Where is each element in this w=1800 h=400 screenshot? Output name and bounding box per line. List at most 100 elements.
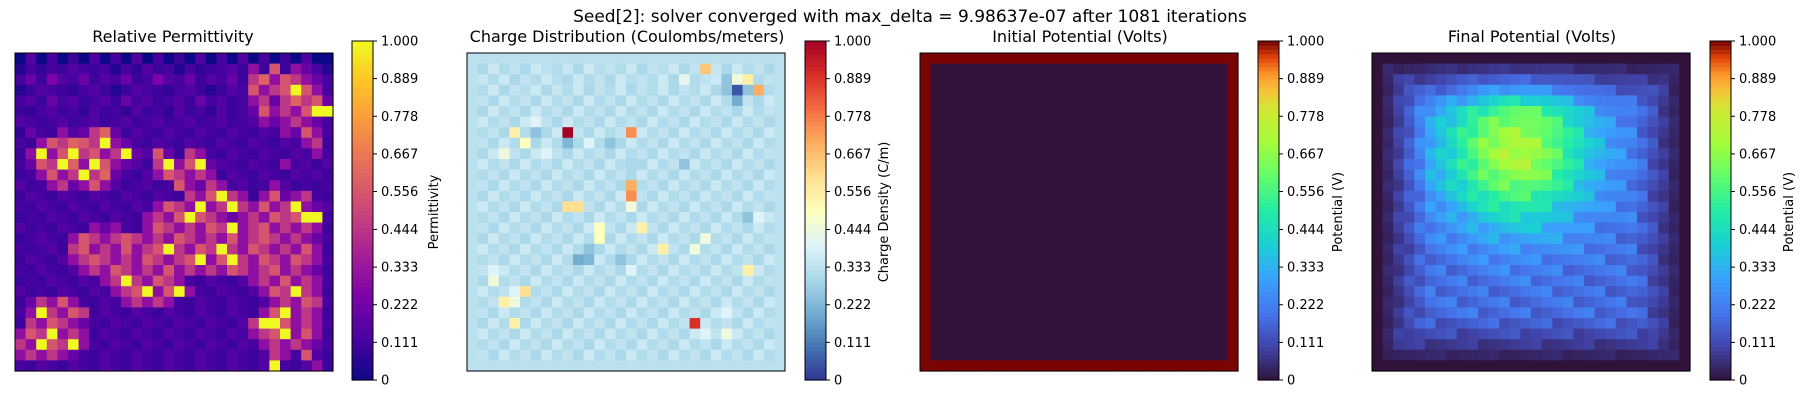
permittivity-cell xyxy=(46,127,58,139)
final-potential-cell xyxy=(1573,307,1585,319)
final-potential-cell xyxy=(1509,275,1521,287)
final-potential-cell xyxy=(1520,84,1532,96)
final-potential-cell xyxy=(1615,63,1627,75)
permittivity-cell xyxy=(57,222,69,234)
initial-potential-cell xyxy=(1227,318,1239,330)
initial-potential-cell xyxy=(1227,296,1239,308)
permittivity-cell xyxy=(301,159,313,171)
final-potential-cell xyxy=(1668,275,1680,287)
charge-cell xyxy=(710,275,722,287)
initial-potential-cell xyxy=(1174,74,1186,86)
final-potential-cell xyxy=(1478,84,1490,96)
charge-cell xyxy=(520,74,532,86)
initial-potential-cell xyxy=(1153,360,1165,372)
permittivity-cell xyxy=(195,190,207,202)
charge-cell xyxy=(742,116,754,128)
permittivity-cell xyxy=(25,286,37,298)
permittivity-cell xyxy=(57,233,69,245)
initial-potential-cell xyxy=(994,63,1006,75)
final-potential-cell xyxy=(1435,222,1447,234)
final-potential-cell xyxy=(1541,243,1553,255)
final-potential-cell xyxy=(1562,318,1574,330)
final-potential-cell xyxy=(1531,265,1543,277)
charge-cell xyxy=(679,222,691,234)
initial-potential-cell xyxy=(1195,212,1207,224)
charge-cell xyxy=(679,180,691,192)
charge-cell xyxy=(626,318,638,330)
initial-potential-cell xyxy=(1132,74,1144,86)
permittivity-cell xyxy=(184,180,196,192)
initial-potential-cell xyxy=(1057,201,1069,213)
final-potential-cell xyxy=(1499,148,1511,160)
charge-cell xyxy=(604,222,616,234)
initial-potential-cell xyxy=(1185,254,1197,266)
charge-cell xyxy=(742,328,754,340)
colorbar-segment xyxy=(352,307,373,313)
colorbar-tick-label: 0.333 xyxy=(1287,261,1324,276)
charge-cell xyxy=(774,296,786,308)
permittivity-cell xyxy=(57,116,69,128)
permittivity-cell xyxy=(216,95,228,107)
final-potential-cell xyxy=(1594,296,1606,308)
charge-cell xyxy=(594,169,606,181)
permittivity-cell xyxy=(15,63,27,75)
final-potential-cell xyxy=(1594,360,1606,372)
initial-potential-cell xyxy=(1100,84,1112,96)
initial-potential-cell xyxy=(1132,275,1144,287)
colorbar-segment xyxy=(805,252,826,258)
final-potential-cell xyxy=(1594,265,1606,277)
final-potential-cell xyxy=(1594,106,1606,118)
charge-cell xyxy=(657,84,669,96)
final-potential-cell xyxy=(1584,296,1596,308)
charge-cell xyxy=(657,190,669,202)
permittivity-cell xyxy=(89,318,101,330)
initial-potential-cell xyxy=(1057,265,1069,277)
final-potential-cell xyxy=(1679,286,1691,298)
charge-cell xyxy=(679,328,691,340)
permittivity-cell xyxy=(216,222,228,234)
final-potential-cell xyxy=(1605,328,1617,340)
final-potential-cell xyxy=(1393,275,1405,287)
permittivity-cell xyxy=(36,95,48,107)
colorbar-tick-label: 0.222 xyxy=(1739,298,1776,313)
permittivity-cell xyxy=(131,318,143,330)
initial-potential-cell xyxy=(1132,159,1144,171)
permittivity-cell xyxy=(322,159,334,171)
permittivity-cell xyxy=(237,296,249,308)
initial-potential-cell xyxy=(1057,159,1069,171)
final-potential-cell xyxy=(1541,360,1553,372)
charge-cell xyxy=(626,180,638,192)
permittivity-cell xyxy=(25,307,37,319)
permittivity-cell xyxy=(121,148,133,160)
final-potential-cell xyxy=(1626,74,1638,86)
final-potential-cell xyxy=(1467,63,1479,75)
final-potential-cell xyxy=(1499,74,1511,86)
permittivity-cell xyxy=(36,222,48,234)
charge-cell xyxy=(467,84,479,96)
colorbar-segment xyxy=(805,274,826,279)
final-potential-cell xyxy=(1488,116,1500,128)
final-potential-cell xyxy=(1456,339,1468,351)
final-potential-cell xyxy=(1658,360,1670,372)
initial-potential-cell xyxy=(930,296,942,308)
colorbar-segment xyxy=(1258,210,1279,216)
permittivity-cell xyxy=(237,137,249,149)
final-potential-cell xyxy=(1573,212,1585,224)
charge-cell xyxy=(604,127,616,139)
permittivity-cell xyxy=(269,349,281,361)
initial-potential-cell xyxy=(1036,265,1048,277)
final-potential-cell xyxy=(1425,127,1437,139)
initial-potential-cell xyxy=(1121,201,1133,213)
charge-cell xyxy=(636,222,648,234)
initial-potential-cell xyxy=(941,265,953,277)
charge-cell xyxy=(488,296,500,308)
colorbar-segment xyxy=(1258,146,1279,152)
colorbar-segment xyxy=(1258,168,1279,173)
charge-cell xyxy=(541,265,553,277)
final-potential-cell xyxy=(1425,307,1437,319)
initial-potential-cell xyxy=(1121,222,1133,234)
initial-potential-cell xyxy=(1227,127,1239,139)
initial-potential-cell xyxy=(1015,243,1027,255)
final-potential-cell xyxy=(1605,318,1617,330)
colorbar-segment xyxy=(352,197,373,203)
